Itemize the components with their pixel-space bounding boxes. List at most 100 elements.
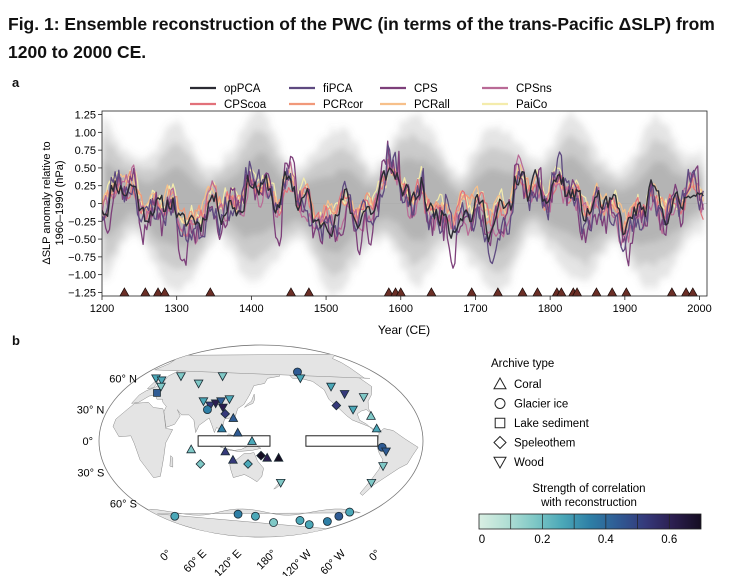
site-triangle-down — [224, 395, 235, 405]
site-triangle-down — [217, 403, 228, 413]
y-tick-label: 1.25 — [75, 110, 96, 122]
legend-label-cpscoa: CPScoa — [224, 99, 267, 111]
site-triangle-down — [275, 478, 286, 488]
legend-label-cpsns: CPSns — [516, 83, 552, 95]
legend-label-oppca: opPCA — [224, 83, 261, 95]
legend-label-pcrall: PCRall — [414, 99, 450, 111]
site-glacier-ice — [304, 520, 314, 530]
site-triangle-down — [378, 462, 389, 472]
site-diamond — [331, 400, 342, 411]
site-triangle-down — [339, 390, 350, 400]
site-triangle — [247, 435, 257, 445]
colorbar-gradient — [478, 513, 702, 530]
x-tick-label: 2000 — [687, 303, 711, 315]
west-pacific-box — [197, 435, 271, 447]
site-triangle-down — [175, 372, 186, 382]
y-tick-label: −0.25 — [68, 216, 96, 228]
series-lines — [102, 140, 704, 269]
site-glacier-ice — [345, 507, 355, 517]
y-tick-label: −1.25 — [68, 287, 96, 299]
site-triangle-down — [366, 478, 377, 488]
longitude-label: 120° W — [280, 547, 315, 576]
land-southamerica — [359, 428, 419, 496]
land-madagascar — [169, 455, 174, 468]
site-glacier-ice — [170, 511, 180, 521]
colorbar-title-line2: with reconstruction — [540, 497, 637, 509]
land-antarctica — [99, 508, 423, 537]
y-tick-label: −1.00 — [68, 270, 96, 282]
latitude-label: 30° S — [77, 467, 104, 479]
y-tick-label: 0.75 — [75, 145, 96, 157]
archive-legend-title: Archive type — [491, 358, 554, 370]
archive-type-legend: Archive type Coral Glacier ice Lake sedimen… — [491, 358, 590, 470]
site-glacier-ice — [334, 511, 344, 521]
land-africa — [112, 402, 174, 478]
longitude-label: 0° — [367, 548, 383, 564]
x-tick-label: 1700 — [463, 303, 487, 315]
site-triangle-down — [193, 379, 204, 389]
legend-symbol-triangle-down — [493, 456, 507, 470]
colorbar-tick-label: 0 — [479, 534, 485, 546]
latitude-label: 60° S — [110, 499, 137, 511]
x-tick-label: 1600 — [389, 303, 413, 315]
site-triangle-down — [216, 397, 227, 407]
y-tick-label: 0 — [90, 199, 96, 211]
land-japan — [244, 393, 255, 408]
colorbar-tick-label: 0.4 — [598, 534, 615, 546]
site-triangle-down — [295, 374, 306, 384]
legend-symbol-triangle — [493, 376, 507, 390]
longitude-label: 60° E — [182, 548, 210, 576]
y-axis-label-line: 1960–1990 (hPa) — [54, 160, 66, 245]
x-tick-label: 1500 — [314, 303, 338, 315]
x-tick-label: 1300 — [164, 303, 188, 315]
series-line-pcrall — [102, 162, 704, 227]
legend-symbol-square — [494, 417, 506, 429]
site-triangle-down — [210, 399, 221, 409]
y-tick-label: −0.75 — [68, 252, 96, 264]
y-tick-label: −0.50 — [68, 234, 96, 246]
panel-b-letter: b — [12, 333, 20, 348]
site-diamond — [220, 408, 231, 419]
site-triangle — [366, 410, 376, 420]
y-tick-label: 0.50 — [75, 163, 96, 175]
y-tick-label: 1.00 — [75, 127, 96, 139]
x-tick-label: 1400 — [239, 303, 263, 315]
legend-label-speleothem: Speleothem — [514, 438, 575, 450]
site-triangle — [186, 444, 197, 454]
correlation-colorbar: Strength of correlation with reconstructi… — [478, 483, 702, 546]
latitude-label: 30° N — [77, 405, 105, 417]
legend-label-cps: CPS — [414, 83, 438, 95]
latitude-label: 0° — [82, 436, 93, 448]
x-axis-label: Year (CE) — [378, 323, 430, 337]
site-triangle — [216, 423, 227, 433]
legend-label-pcrcor: PCRcor — [323, 99, 363, 111]
site-triangle-down — [156, 376, 167, 386]
panel-a-letter: a — [12, 75, 20, 90]
site-diamond — [195, 459, 206, 469]
x-axis-ticks: 1200 1300 1400 1500 1600 1700 1800 1900 2000 — [90, 296, 712, 315]
y-axis-ticks: −1.25 −1.00 −0.75 −0.50 −0.25 0 0.25 0.50 0.75 1.… — [68, 110, 102, 299]
legend-symbol-diamond — [493, 435, 507, 450]
site-glacier-ice — [322, 517, 332, 526]
site-triangle-down — [155, 382, 166, 392]
land-greenland — [154, 353, 370, 379]
colorbar-tick-label: 0.6 — [661, 534, 677, 546]
site-triangle-down — [348, 405, 359, 415]
longitude-label: 0° — [158, 548, 174, 564]
site-triangle — [371, 423, 382, 433]
y-tick-label: 0.25 — [75, 181, 96, 193]
site-glacier-ice — [251, 511, 260, 521]
site-diamond — [243, 459, 253, 469]
map-land — [99, 353, 423, 537]
legend-label-fipca: fiPCA — [323, 83, 353, 95]
legend-label-coral: Coral — [514, 379, 541, 391]
site-triangle — [262, 452, 273, 462]
site-glacier-ice — [269, 518, 278, 527]
site-triangle — [273, 452, 284, 462]
figure-title: Fig. 1: Ensemble reconstruction of the P… — [8, 14, 715, 62]
site-triangle-down — [358, 393, 369, 403]
y-axis-label-line: ΔSLP anomaly relative to — [41, 141, 53, 264]
